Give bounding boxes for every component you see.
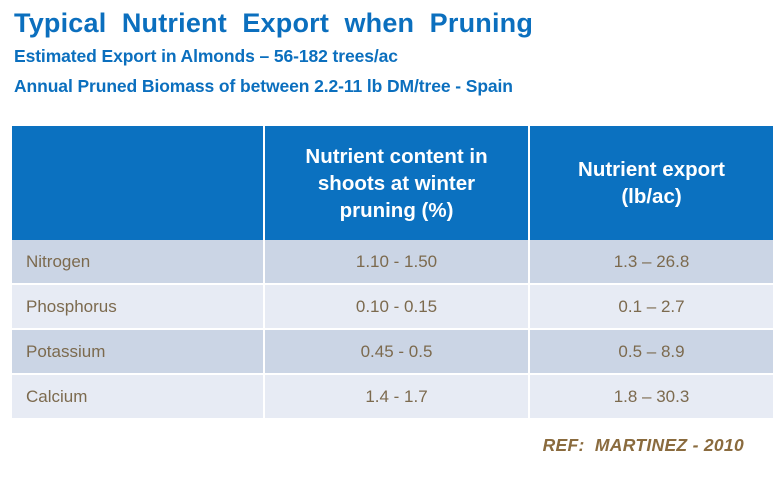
cell-content-percent: 0.45 - 0.5 — [265, 330, 530, 375]
nutrient-export-table: Nutrient content in shoots at winter pru… — [12, 126, 773, 418]
table-row: Calcium 1.4 - 1.7 1.8 – 30.3 — [12, 375, 773, 418]
subtitle-line-2: Annual Pruned Biomass of between 2.2-11 … — [14, 76, 513, 96]
table-header-nutrient-content: Nutrient content in shoots at winter pru… — [265, 126, 530, 240]
reference-citation: REF: MARTINEZ - 2010 — [542, 435, 744, 455]
subtitle-line-1: Estimated Export in Almonds – 56-182 tre… — [14, 46, 398, 66]
table-row: Potassium 0.45 - 0.5 0.5 – 8.9 — [12, 330, 773, 375]
table-row: Nitrogen 1.10 - 1.50 1.3 – 26.8 — [12, 240, 773, 285]
cell-content-percent: 0.10 - 0.15 — [265, 285, 530, 330]
cell-content-percent: 1.4 - 1.7 — [265, 375, 530, 418]
table-header-corner — [12, 126, 265, 240]
cell-nutrient-name: Potassium — [12, 330, 265, 375]
cell-content-percent: 1.10 - 1.50 — [265, 240, 530, 285]
cell-export-lb-ac: 1.3 – 26.8 — [530, 240, 773, 285]
heading-block: Typical Nutrient Export when Pruning Est… — [14, 6, 770, 99]
table-header-nutrient-export: Nutrient export (lb/ac) — [530, 126, 773, 240]
cell-nutrient-name: Calcium — [12, 375, 265, 418]
cell-export-lb-ac: 1.8 – 30.3 — [530, 375, 773, 418]
table-row: Phosphorus 0.10 - 0.15 0.1 – 2.7 — [12, 285, 773, 330]
table-header-row: Nutrient content in shoots at winter pru… — [12, 126, 773, 240]
cell-nutrient-name: Phosphorus — [12, 285, 265, 330]
page-title: Typical Nutrient Export when Pruning — [14, 8, 534, 38]
cell-nutrient-name: Nitrogen — [12, 240, 265, 285]
cell-export-lb-ac: 0.1 – 2.7 — [530, 285, 773, 330]
cell-export-lb-ac: 0.5 – 8.9 — [530, 330, 773, 375]
